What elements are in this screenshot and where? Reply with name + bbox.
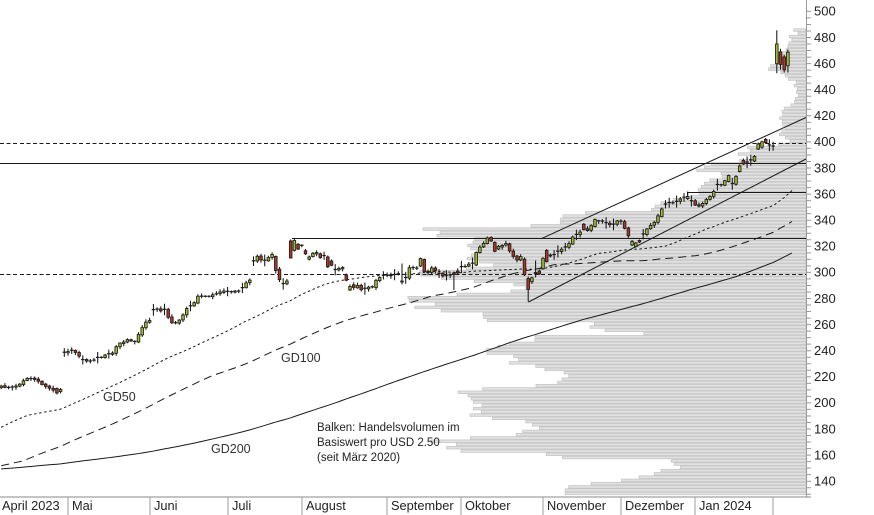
svg-text:460: 460 [814, 56, 836, 71]
svg-text:360: 360 [814, 186, 836, 201]
svg-text:240: 240 [814, 343, 836, 358]
svg-text:Balken: Handelsvolumen im: Balken: Handelsvolumen im [317, 422, 460, 434]
svg-text:Jan 2024: Jan 2024 [699, 498, 752, 513]
svg-text:160: 160 [814, 447, 836, 462]
svg-text:480: 480 [814, 30, 836, 45]
svg-text:GD50: GD50 [103, 390, 136, 404]
svg-text:Basiswert pro USD 2.50: Basiswert pro USD 2.50 [317, 437, 440, 449]
svg-text:August: August [306, 498, 346, 513]
svg-text:420: 420 [814, 108, 836, 123]
svg-text:GD100: GD100 [281, 351, 321, 365]
svg-text:April 2023: April 2023 [2, 498, 60, 513]
svg-text:Juni: Juni [154, 498, 177, 513]
svg-text:Dezember: Dezember [625, 498, 685, 513]
svg-text:Juli: Juli [232, 498, 251, 513]
svg-text:Oktober: Oktober [465, 498, 511, 513]
svg-text:380: 380 [814, 160, 836, 175]
svg-text:200: 200 [814, 395, 836, 410]
svg-text:GD200: GD200 [211, 442, 251, 456]
svg-text:(seit März 2020): (seit März 2020) [317, 452, 400, 464]
svg-text:220: 220 [814, 369, 836, 384]
svg-text:November: November [547, 498, 607, 513]
svg-text:September: September [391, 498, 454, 513]
svg-text:180: 180 [814, 421, 836, 436]
svg-text:300: 300 [814, 265, 836, 280]
svg-text:400: 400 [814, 134, 836, 149]
svg-text:280: 280 [814, 291, 836, 306]
svg-text:140: 140 [814, 474, 836, 489]
svg-text:500: 500 [814, 4, 836, 19]
svg-text:440: 440 [814, 82, 836, 97]
svg-text:Mai: Mai [72, 498, 93, 513]
svg-text:320: 320 [814, 239, 836, 254]
svg-text:340: 340 [814, 213, 836, 228]
svg-text:260: 260 [814, 317, 836, 332]
